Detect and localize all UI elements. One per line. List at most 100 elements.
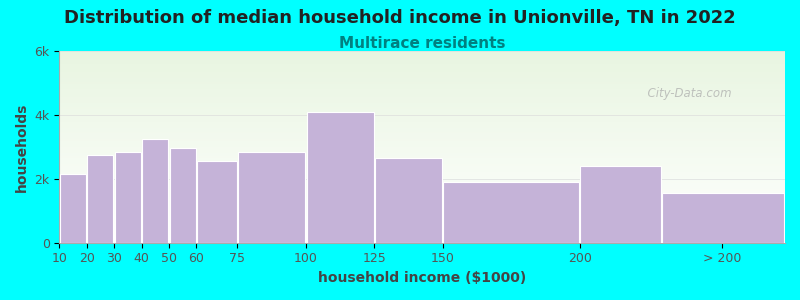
Bar (59, 183, 785, 185)
Bar (59, 241, 785, 243)
Bar (59, 135, 785, 137)
Bar (59, 51, 785, 53)
Bar (59, 118, 785, 120)
Bar (59, 149, 785, 151)
Bar (197, 161, 237, 243)
Bar (59, 74, 785, 76)
Bar (59, 178, 785, 179)
Bar (59, 87, 785, 89)
Bar (59, 154, 785, 156)
Bar (59, 214, 785, 216)
Bar (238, 152, 305, 243)
Bar (59, 231, 785, 233)
Bar (59, 134, 785, 135)
Bar (59, 158, 785, 160)
Bar (59, 59, 785, 61)
Bar (59, 185, 785, 187)
Bar (59, 227, 785, 229)
Bar (59, 153, 785, 154)
Bar (59, 101, 785, 103)
Bar (59, 233, 785, 235)
Bar (59, 189, 785, 191)
Bar (59, 97, 785, 99)
Bar (59, 210, 785, 212)
Bar (59, 145, 785, 147)
Text: Distribution of median household income in Unionville, TN in 2022: Distribution of median household income … (64, 9, 736, 27)
Bar (59, 103, 785, 105)
Bar (59, 84, 785, 85)
Bar (170, 148, 196, 243)
Bar (59, 176, 785, 178)
Bar (59, 72, 785, 74)
Text: City-Data.com: City-Data.com (640, 87, 731, 100)
Bar (59, 109, 785, 110)
Bar (59, 235, 785, 237)
Bar (59, 93, 785, 95)
Bar (59, 162, 785, 164)
Bar (59, 222, 785, 224)
Bar (59, 82, 785, 84)
Bar (142, 139, 168, 243)
Bar (59, 126, 785, 128)
Bar (115, 152, 141, 243)
Bar (59, 204, 785, 206)
Bar (59, 212, 785, 214)
Bar (59, 105, 785, 106)
Bar (59, 187, 785, 189)
Bar (59, 174, 785, 176)
Bar (59, 151, 785, 153)
Bar (59, 110, 785, 112)
Bar (59, 229, 785, 231)
Bar (59, 57, 785, 59)
Bar (59, 164, 785, 166)
Bar (59, 62, 785, 64)
Bar (59, 195, 785, 197)
Bar (59, 202, 785, 204)
Bar (59, 220, 785, 222)
Title: Multirace residents: Multirace residents (339, 36, 506, 51)
Bar (59, 89, 785, 91)
Bar (59, 143, 785, 145)
Bar (59, 206, 785, 208)
Bar (59, 95, 785, 97)
Bar (59, 137, 785, 139)
Bar (59, 80, 785, 82)
Bar (59, 237, 785, 239)
Bar (59, 226, 785, 227)
Bar (59, 114, 785, 116)
Bar (59, 197, 785, 199)
Bar (59, 53, 785, 55)
Bar (59, 85, 785, 87)
Bar (59, 68, 785, 70)
Bar (59, 120, 785, 122)
Bar (59, 112, 785, 114)
Bar (59, 106, 785, 109)
Bar (443, 182, 579, 243)
Bar (60, 174, 86, 243)
Bar (59, 216, 785, 218)
Bar (59, 128, 785, 130)
Bar (59, 182, 785, 183)
Bar (59, 218, 785, 220)
Bar (59, 78, 785, 80)
Bar (59, 172, 785, 174)
Bar (59, 61, 785, 62)
Bar (59, 156, 785, 158)
Bar (59, 99, 785, 101)
Bar (375, 158, 442, 243)
Bar (59, 122, 785, 124)
Bar (59, 130, 785, 131)
Bar (59, 116, 785, 118)
Bar (59, 70, 785, 72)
Bar (59, 191, 785, 193)
Bar (59, 124, 785, 126)
Bar (59, 239, 785, 241)
Bar (59, 147, 785, 149)
Bar (59, 139, 785, 141)
Bar (59, 64, 785, 66)
Bar (59, 160, 785, 162)
Bar (59, 76, 785, 78)
Bar (59, 193, 785, 195)
Bar (59, 170, 785, 172)
Bar (59, 179, 785, 182)
